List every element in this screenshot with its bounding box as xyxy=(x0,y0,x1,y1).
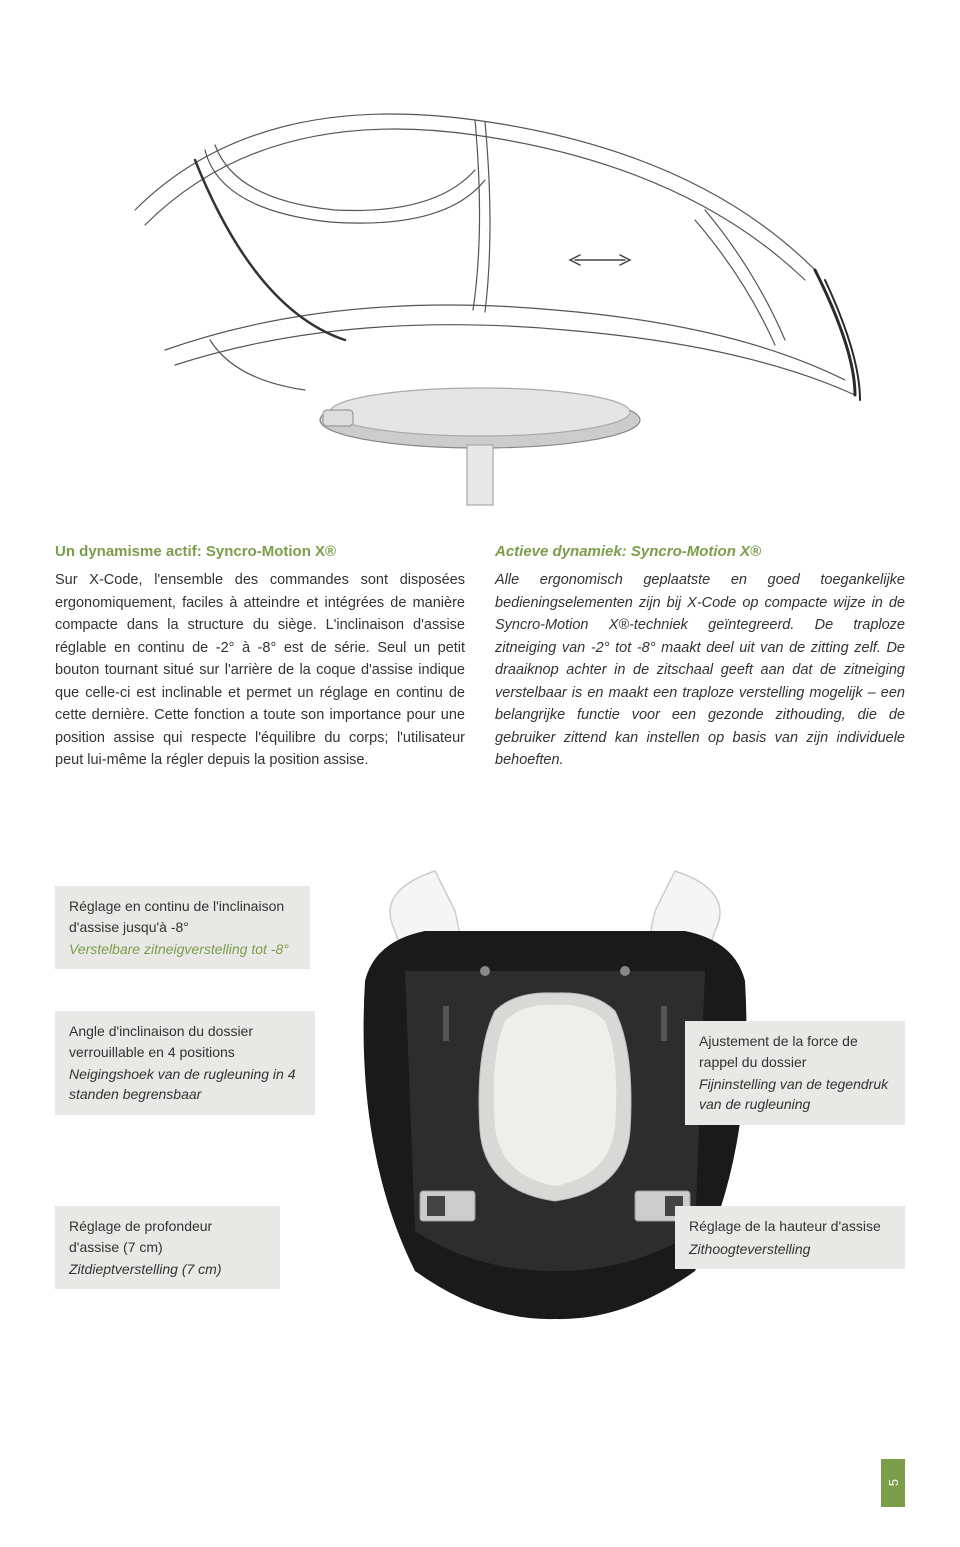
product-sketch xyxy=(55,50,905,510)
chair-sketch-svg xyxy=(55,50,905,510)
page: Un dynamisme actif: Syncro-Motion X® Sur… xyxy=(0,0,960,1547)
callout-nl: Neigingshoek van de rugleuning in 4 stan… xyxy=(69,1064,301,1105)
callout-nl: Fijninstelling van de tegendruk van de r… xyxy=(699,1074,891,1115)
callout-fr: Ajustement de la force de rappel du doss… xyxy=(699,1031,891,1072)
right-column: Actieve dynamiek: Syncro-Motion X® Alle … xyxy=(495,540,905,771)
body-fr: Sur X-Code, l'ensemble des commandes son… xyxy=(55,569,465,771)
callout-fr: Réglage de la hauteur d'assise xyxy=(689,1216,891,1236)
callout-tilt-adjust: Réglage en continu de l'inclinaison d'as… xyxy=(55,886,310,969)
sketch-placeholder xyxy=(55,50,905,510)
callout-nl: Zithoogteverstelling xyxy=(689,1239,891,1259)
heading-nl: Actieve dynamiek: Syncro-Motion X® xyxy=(495,540,905,563)
callout-seat-depth: Réglage de profondeur d'assise (7 cm) Zi… xyxy=(55,1206,280,1289)
page-number: 5 xyxy=(881,1459,905,1507)
left-column: Un dynamisme actif: Syncro-Motion X® Sur… xyxy=(55,540,465,771)
callout-seat-height: Réglage de la hauteur d'assise Zithoogte… xyxy=(675,1206,905,1269)
callout-nl: Zitdieptverstelling (7 cm) xyxy=(69,1259,266,1279)
body-nl: Alle ergonomisch geplaatste en goed toeg… xyxy=(495,569,905,771)
heading-fr: Un dynamisme actif: Syncro-Motion X® xyxy=(55,540,465,563)
callout-nl: Verstelbare zitneigverstelling tot -8° xyxy=(69,939,296,959)
page-number-text: 5 xyxy=(886,1479,901,1486)
text-columns: Un dynamisme actif: Syncro-Motion X® Sur… xyxy=(55,540,905,771)
callout-fr: Réglage de profondeur d'assise (7 cm) xyxy=(69,1216,266,1257)
callout-fr: Angle d'inclinaison du dossier verrouill… xyxy=(69,1021,301,1062)
callout-fr: Réglage en continu de l'inclinaison d'as… xyxy=(69,896,296,937)
callout-backrest-angle: Angle d'inclinaison du dossier verrouill… xyxy=(55,1011,315,1114)
callout-backrest-force: Ajustement de la force de rappel du doss… xyxy=(685,1021,905,1124)
diagram-area: Réglage en continu de l'inclinaison d'as… xyxy=(55,811,905,1341)
